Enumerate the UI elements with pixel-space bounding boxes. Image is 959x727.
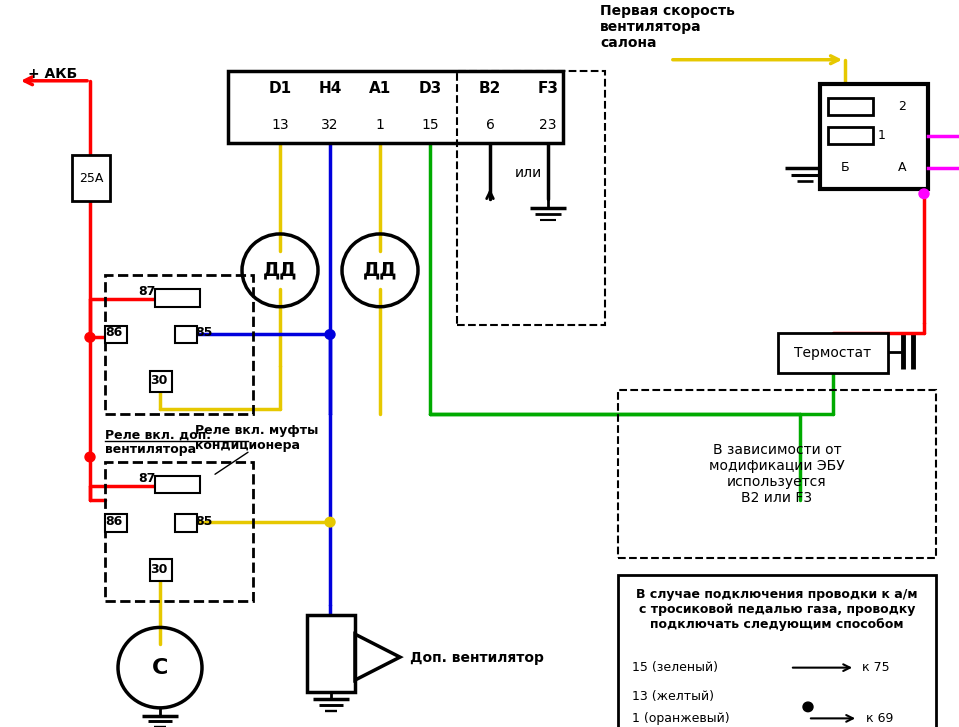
Bar <box>228 71 563 143</box>
Bar <box>150 560 172 581</box>
Text: B2: B2 <box>479 81 502 96</box>
Text: С: С <box>152 658 168 678</box>
Text: H4: H4 <box>318 81 341 96</box>
Text: Реле вкл. муфты
кондиционера: Реле вкл. муфты кондиционера <box>195 425 318 452</box>
Bar <box>820 84 928 189</box>
Text: 30: 30 <box>150 563 168 576</box>
Circle shape <box>325 518 335 527</box>
Bar <box>155 476 200 494</box>
Text: 15 (зеленый): 15 (зеленый) <box>632 661 718 674</box>
Text: А: А <box>898 161 906 174</box>
Text: 25А: 25А <box>79 172 104 185</box>
Bar <box>175 326 197 343</box>
Bar <box>105 326 127 343</box>
Text: 1 (оранжевый): 1 (оранжевый) <box>632 712 730 725</box>
Text: В случае подключения проводки к а/м
с тросиковой педалью газа, проводку
подключа: В случае подключения проводки к а/м с тр… <box>636 588 918 631</box>
Circle shape <box>919 189 929 198</box>
Text: ДД: ДД <box>263 261 297 280</box>
Bar <box>150 371 172 392</box>
Text: Доп. вентилятор: Доп. вентилятор <box>410 651 544 665</box>
Text: Термостат: Термостат <box>794 345 872 360</box>
Text: D1: D1 <box>269 81 292 96</box>
Text: или: или <box>515 166 542 180</box>
Text: Б: Б <box>841 161 850 174</box>
Bar <box>307 615 355 691</box>
Text: к 75: к 75 <box>862 661 890 674</box>
Text: 13 (желтый): 13 (желтый) <box>632 690 714 703</box>
Bar <box>828 98 873 116</box>
Circle shape <box>325 330 335 340</box>
Bar <box>155 289 200 307</box>
Text: 30: 30 <box>150 374 168 387</box>
Text: 13: 13 <box>271 118 289 132</box>
Text: 87: 87 <box>138 285 155 298</box>
Text: F3: F3 <box>537 81 558 96</box>
Text: 85: 85 <box>195 515 212 528</box>
Text: Реле вкл. доп.
вентилятора: Реле вкл. доп. вентилятора <box>105 428 211 457</box>
Bar <box>105 462 253 601</box>
Text: A1: A1 <box>369 81 391 96</box>
Text: 32: 32 <box>321 118 339 132</box>
Text: 1: 1 <box>878 129 886 142</box>
Bar <box>105 515 127 531</box>
Text: Первая скорость
вентилятора
салона: Первая скорость вентилятора салона <box>600 4 735 50</box>
Circle shape <box>803 702 813 712</box>
Text: 23: 23 <box>539 118 557 132</box>
Bar <box>72 156 110 201</box>
Bar <box>618 390 936 558</box>
Circle shape <box>85 332 95 342</box>
Bar <box>778 332 888 373</box>
Bar <box>828 126 873 144</box>
Bar <box>105 275 253 414</box>
Text: 86: 86 <box>105 515 122 528</box>
Bar <box>457 71 605 325</box>
Text: 85: 85 <box>195 326 212 339</box>
Text: + АКБ: + АКБ <box>28 67 78 81</box>
Bar <box>618 575 936 727</box>
Text: 15: 15 <box>421 118 439 132</box>
Text: В зависимости от
модификации ЭБУ
используется
В2 или F3: В зависимости от модификации ЭБУ использ… <box>709 443 845 505</box>
Bar <box>175 515 197 531</box>
Text: ДД: ДД <box>363 261 397 280</box>
Text: 1: 1 <box>376 118 385 132</box>
Text: к 69: к 69 <box>866 712 894 725</box>
Text: 6: 6 <box>485 118 495 132</box>
Text: 2: 2 <box>898 100 906 113</box>
Text: 87: 87 <box>138 472 155 485</box>
Circle shape <box>85 452 95 462</box>
Text: D3: D3 <box>418 81 442 96</box>
Text: 86: 86 <box>105 326 122 339</box>
